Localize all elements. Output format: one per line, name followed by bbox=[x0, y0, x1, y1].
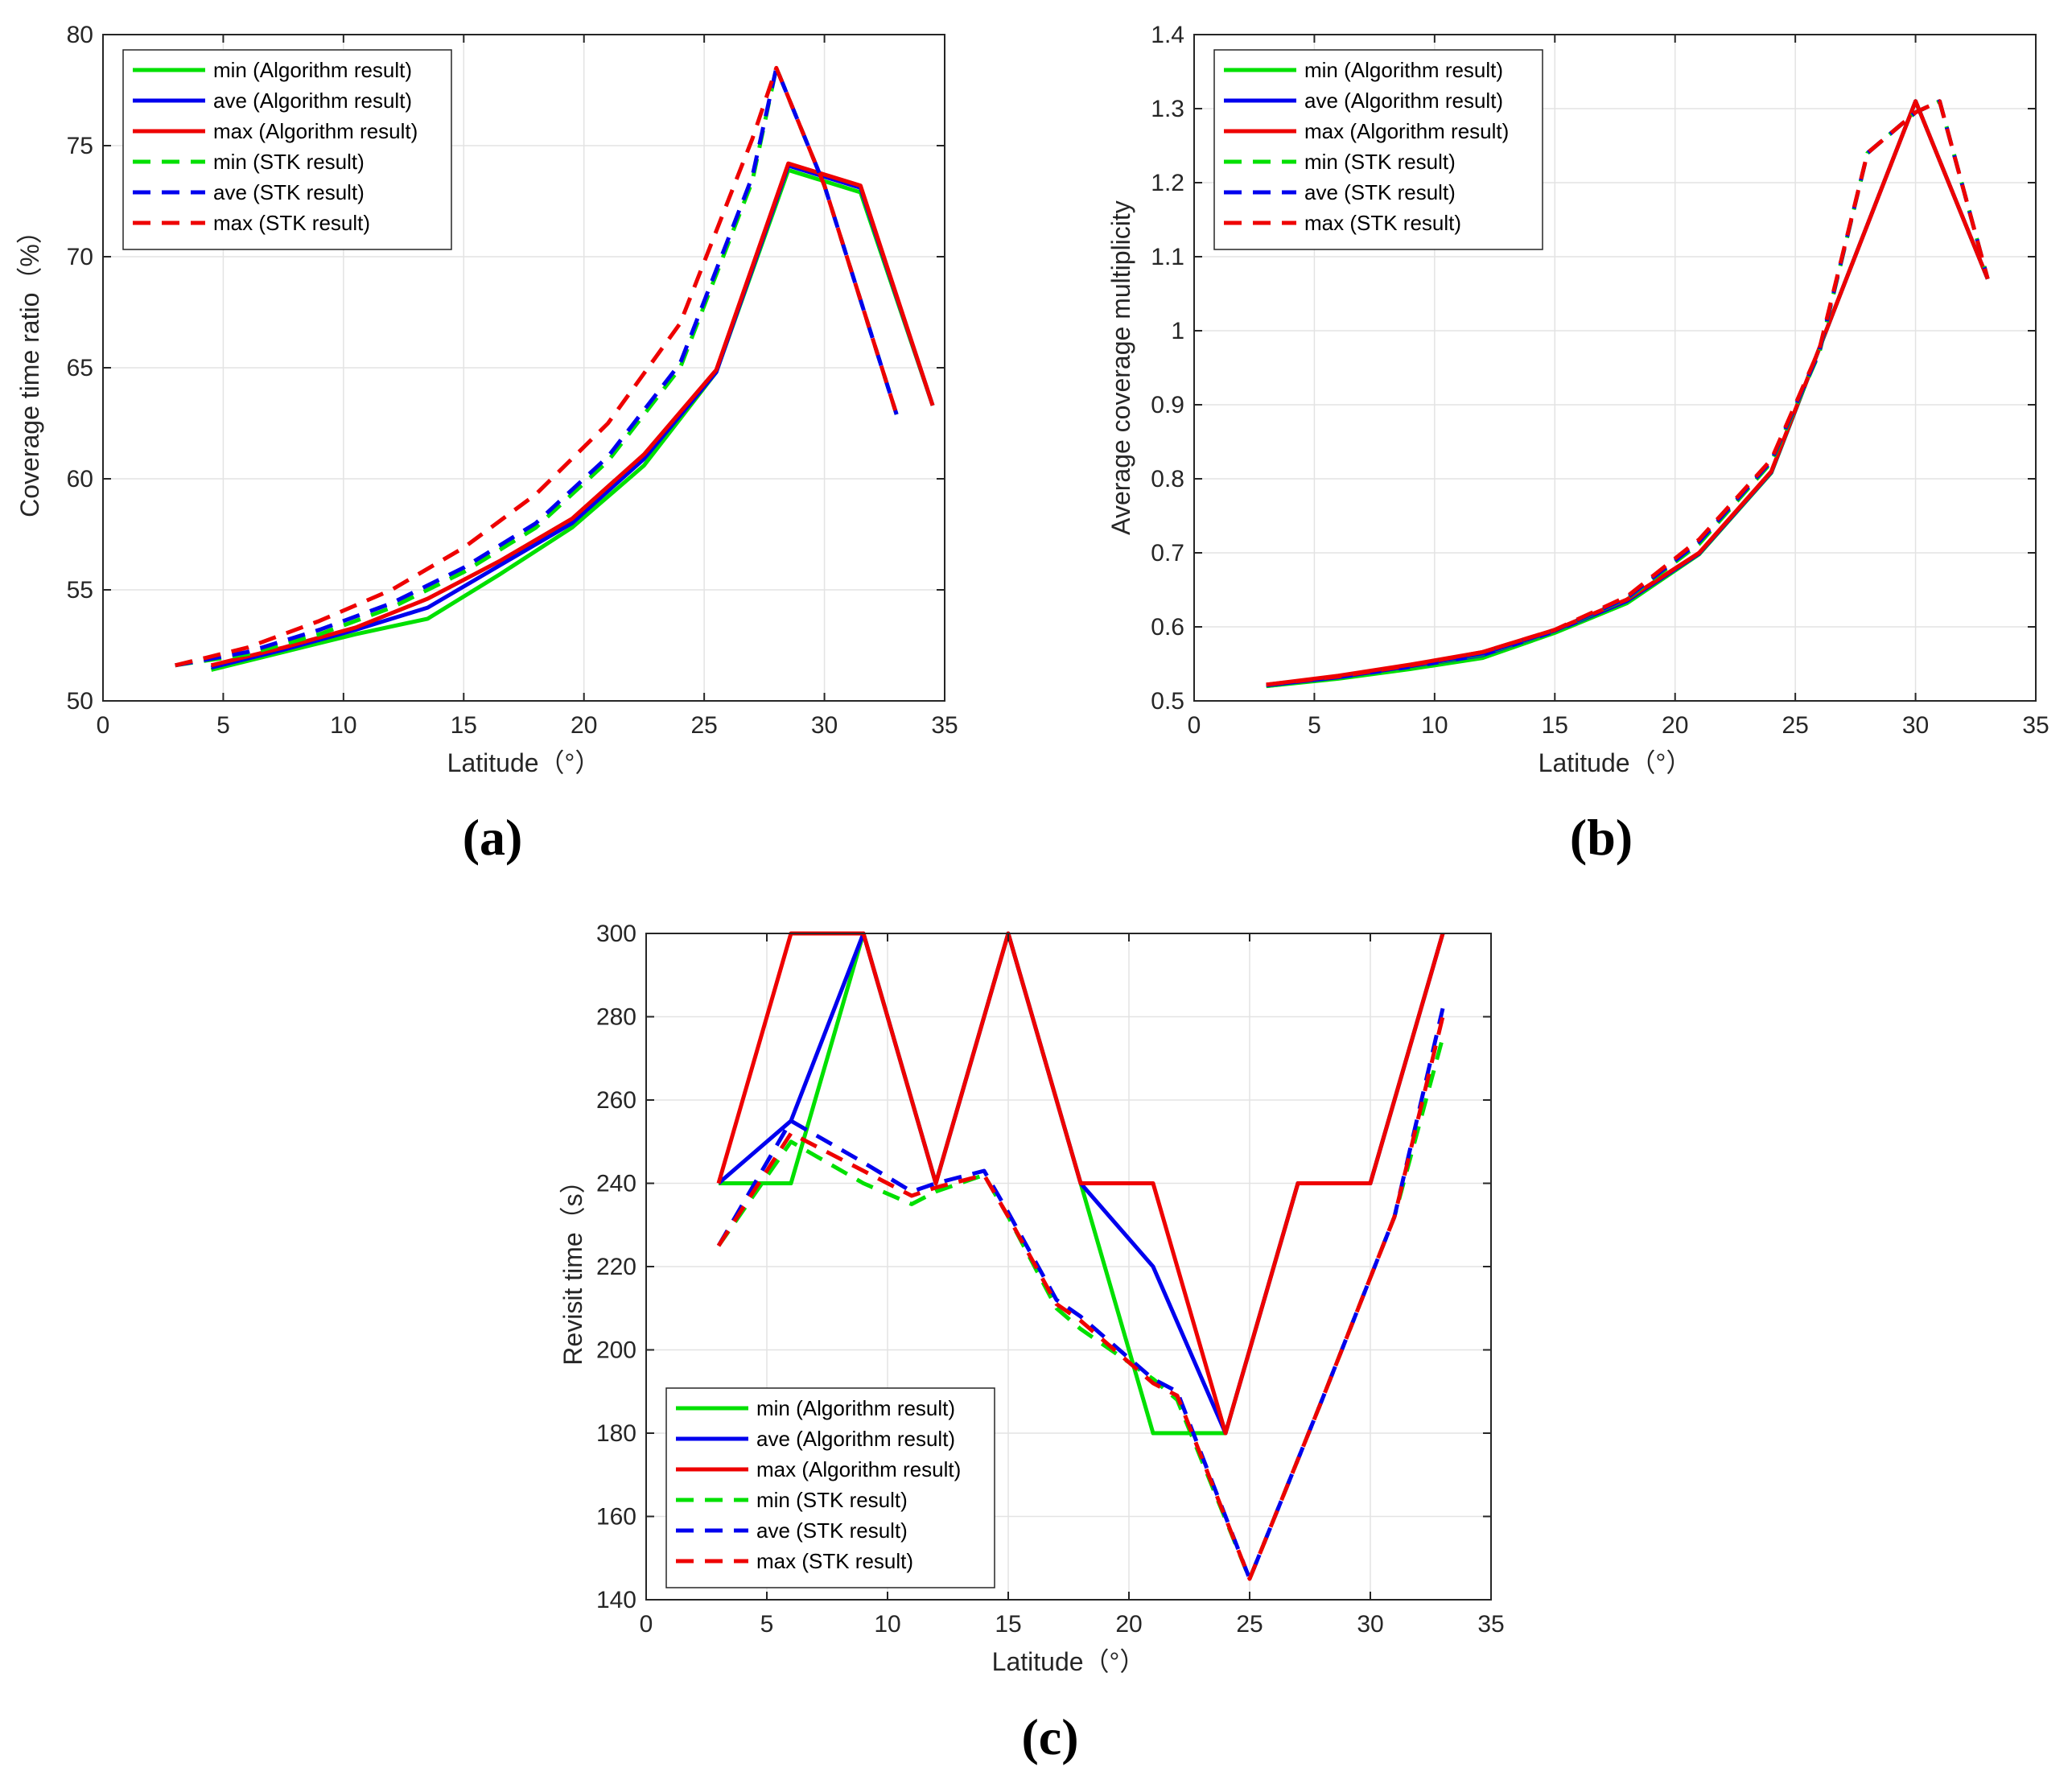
x-axis-label-b: Latitude（°） bbox=[1539, 748, 1692, 777]
y-tick-label-a: 70 bbox=[67, 244, 93, 270]
legend-c: min (Algorithm result) ave (Algorithm res… bbox=[665, 1387, 995, 1588]
x-tick-label-c: 15 bbox=[995, 1611, 1021, 1638]
y-tick-label-a: 80 bbox=[67, 22, 93, 48]
legend-label-a-ave-stk-result: ave (STK result) bbox=[213, 180, 365, 204]
y-tick-label-a: 75 bbox=[67, 133, 93, 159]
legend-label-b-max-algorithm-result: max (Algorithm result) bbox=[1304, 119, 1509, 143]
legend-label-a-max-algorithm-result: max (Algorithm result) bbox=[213, 119, 418, 143]
x-tick-label-c: 30 bbox=[1357, 1611, 1383, 1638]
y-tick-label-a: 65 bbox=[67, 355, 93, 381]
panel-label-b: (b) bbox=[1570, 809, 1633, 866]
x-tick-label-c: 10 bbox=[874, 1611, 900, 1638]
y-tick-label-c: 260 bbox=[596, 1087, 636, 1114]
y-tick-label-c: 300 bbox=[596, 921, 636, 947]
series-line-c-max-stk-result bbox=[716, 1016, 1445, 1581]
x-tick-label-b: 10 bbox=[1421, 712, 1448, 739]
y-tick-label-b: 1.1 bbox=[1151, 244, 1184, 270]
y-tick-label-c: 280 bbox=[596, 1004, 636, 1031]
legend-label-a-ave-algorithm-result: ave (Algorithm result) bbox=[213, 89, 412, 113]
x-tick-label-c: 35 bbox=[1477, 1611, 1504, 1638]
x-tick-label-c: 5 bbox=[760, 1611, 774, 1638]
y-tick-label-b: 0.5 bbox=[1151, 688, 1184, 715]
x-tick-label-b: 15 bbox=[1542, 712, 1568, 739]
y-tick-label-c: 140 bbox=[596, 1587, 636, 1613]
legend-label-a-max-stk-result: max (STK result) bbox=[213, 211, 370, 235]
x-tick-label-c: 20 bbox=[1115, 1611, 1142, 1638]
x-tick-label-b: 5 bbox=[1308, 712, 1321, 739]
x-tick-label-a: 35 bbox=[931, 712, 958, 739]
chart-c: 0 5 10 15 20 25 30 35 140 160 180 200 220 240 260 280 30… bbox=[558, 921, 1505, 1676]
y-tick-label-b: 0.7 bbox=[1151, 540, 1184, 567]
legend-a: min (Algorithm result) ave (Algorithm res… bbox=[122, 49, 452, 250]
x-tick-label-b: 35 bbox=[2022, 712, 2049, 739]
legend-box-c bbox=[665, 1387, 995, 1588]
x-tick-label-b: 0 bbox=[1188, 712, 1201, 739]
panel-label-c: (c) bbox=[1021, 1708, 1078, 1765]
x-tick-label-b: 25 bbox=[1782, 712, 1808, 739]
axes-box-b bbox=[1193, 34, 2037, 702]
x-axis-label-a: Latitude（°） bbox=[447, 748, 601, 777]
series-line-b-max-stk-result bbox=[1266, 99, 1990, 687]
legend-label-c-max-algorithm-result: max (Algorithm result) bbox=[756, 1457, 961, 1481]
x-tick-label-c: 0 bbox=[640, 1611, 653, 1638]
chart-b: 0 5 10 15 20 25 30 35 0.5 0.6 0.7 0.8 0.9 1 1.1 1.2 1.3 1… bbox=[1106, 22, 2049, 777]
legend-label-a-min-algorithm-result: min (Algorithm result) bbox=[213, 58, 412, 82]
x-tick-label-a: 25 bbox=[690, 712, 717, 739]
y-tick-label-b: 0.6 bbox=[1151, 614, 1184, 641]
legend-label-a-min-stk-result: min (STK result) bbox=[213, 150, 365, 174]
y-tick-label-c: 240 bbox=[596, 1171, 636, 1197]
series-line-a-ave-algorithm-result bbox=[210, 163, 935, 670]
legend-b: min (Algorithm result) ave (Algorithm res… bbox=[1213, 49, 1543, 250]
y-tick-label-b: 1.4 bbox=[1151, 22, 1184, 48]
y-tick-label-a: 60 bbox=[67, 466, 93, 492]
y-tick-label-a: 50 bbox=[67, 688, 93, 715]
series-line-a-min-algorithm-result bbox=[210, 167, 935, 672]
legend-label-b-min-algorithm-result: min (Algorithm result) bbox=[1304, 58, 1503, 82]
legend-label-b-max-stk-result: max (STK result) bbox=[1304, 211, 1461, 235]
legend-box-a bbox=[122, 49, 452, 250]
x-tick-label-a: 15 bbox=[451, 712, 477, 739]
x-tick-label-a: 5 bbox=[216, 712, 230, 739]
y-tick-label-b: 1 bbox=[1171, 318, 1184, 344]
y-tick-label-c: 200 bbox=[596, 1337, 636, 1364]
legend-label-b-min-stk-result: min (STK result) bbox=[1304, 150, 1456, 174]
x-tick-label-b: 30 bbox=[1902, 712, 1929, 739]
panel-label-a: (a) bbox=[463, 809, 523, 866]
legend-box-b bbox=[1213, 49, 1543, 250]
y-tick-label-c: 160 bbox=[596, 1504, 636, 1531]
y-axis-label-c: Revisit time（s） bbox=[558, 1168, 587, 1365]
y-tick-label-a: 55 bbox=[67, 577, 93, 604]
legend-label-c-min-algorithm-result: min (Algorithm result) bbox=[756, 1396, 955, 1420]
legend-label-c-min-stk-result: min (STK result) bbox=[756, 1488, 908, 1512]
x-tick-label-a: 30 bbox=[811, 712, 838, 739]
x-tick-label-a: 20 bbox=[571, 712, 597, 739]
legend-label-b-ave-stk-result: ave (STK result) bbox=[1304, 180, 1456, 204]
legend-label-c-ave-algorithm-result: ave (Algorithm result) bbox=[756, 1427, 955, 1451]
y-tick-label-c: 180 bbox=[596, 1420, 636, 1447]
y-tick-label-c: 220 bbox=[596, 1254, 636, 1280]
legend-label-b-ave-algorithm-result: ave (Algorithm result) bbox=[1304, 89, 1503, 113]
y-tick-label-b: 0.9 bbox=[1151, 392, 1184, 418]
legend-label-c-ave-stk-result: ave (STK result) bbox=[756, 1518, 908, 1543]
x-tick-label-a: 10 bbox=[330, 712, 356, 739]
x-tick-label-b: 20 bbox=[1662, 712, 1688, 739]
y-axis-label-b: Average coverage multiplicity bbox=[1106, 200, 1135, 535]
y-tick-label-b: 1.3 bbox=[1151, 96, 1184, 122]
chart-a: 0 5 10 15 20 25 30 35 50 55 60 65 70 75 80 Latitude（°） C… bbox=[15, 22, 958, 777]
x-tick-label-c: 25 bbox=[1236, 1611, 1263, 1638]
x-axis-label-c: Latitude（°） bbox=[992, 1647, 1146, 1676]
y-tick-label-b: 0.8 bbox=[1151, 466, 1184, 492]
x-tick-label-a: 0 bbox=[97, 712, 110, 739]
legend-label-c-max-stk-result: max (STK result) bbox=[756, 1549, 913, 1573]
y-axis-label-a: Coverage time ratio（%） bbox=[15, 218, 44, 517]
series-line-a-ave-stk-result bbox=[175, 65, 899, 668]
series-line-a-max-algorithm-result bbox=[210, 161, 935, 668]
y-tick-label-b: 1.2 bbox=[1151, 170, 1184, 196]
